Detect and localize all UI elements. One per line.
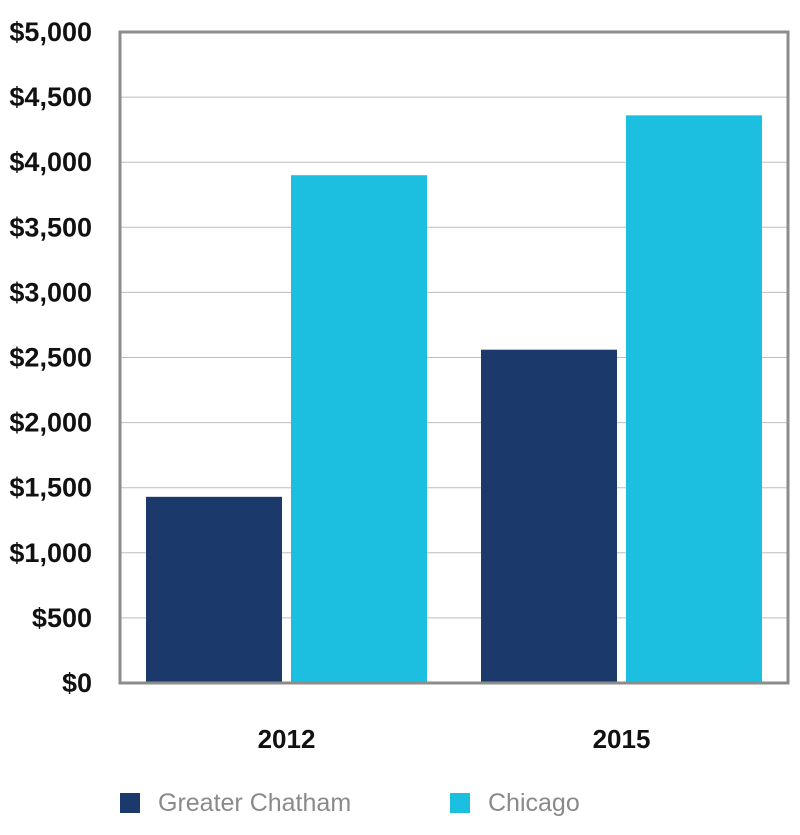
x-category-label: 2015: [593, 724, 651, 754]
legend-item-chicago: Chicago: [450, 785, 580, 821]
plot-frame: [118, 30, 790, 685]
legend-swatch-chicago: [450, 793, 470, 813]
bar-greater-chatham-2015: [481, 349, 617, 683]
legend-label-chicago: Chicago: [488, 788, 580, 817]
bar-chart: $0 $500 $1,000 $1,500 $2,000 $2,500 $3,000 $3,5…: [9, 17, 790, 754]
y-tick-label: $2,000: [9, 408, 92, 438]
legend-item-greater-chatham: Greater Chatham: [120, 785, 351, 821]
bars: [146, 115, 762, 683]
y-tick-label: $3,500: [9, 212, 92, 242]
legend-label-greater-chatham: Greater Chatham: [158, 788, 352, 817]
y-tick-label: $4,500: [9, 82, 92, 112]
y-tick-label: $500: [32, 603, 92, 633]
bar-greater-chatham-2012: [146, 496, 282, 683]
legend-swatch-greater-chatham: [120, 793, 140, 813]
y-tick-label: $5,000: [9, 17, 92, 47]
x-category-label: 2012: [258, 724, 316, 754]
x-axis-category-labels: 2012 2015: [258, 724, 651, 754]
y-axis-tick-labels: $0 $500 $1,000 $1,500 $2,000 $2,500 $3,000 $3,5…: [9, 17, 92, 698]
y-tick-label: $1,000: [9, 538, 92, 568]
y-tick-label: $1,500: [9, 473, 92, 503]
bar-chicago-2012: [291, 175, 427, 683]
y-tick-label: $3,000: [9, 277, 92, 307]
y-tick-label: $2,500: [9, 343, 92, 373]
y-tick-label: $0: [62, 668, 92, 698]
y-tick-label: $4,000: [9, 147, 92, 177]
bar-chicago-2015: [626, 115, 762, 683]
legend: Greater Chatham Chicago: [0, 785, 800, 825]
